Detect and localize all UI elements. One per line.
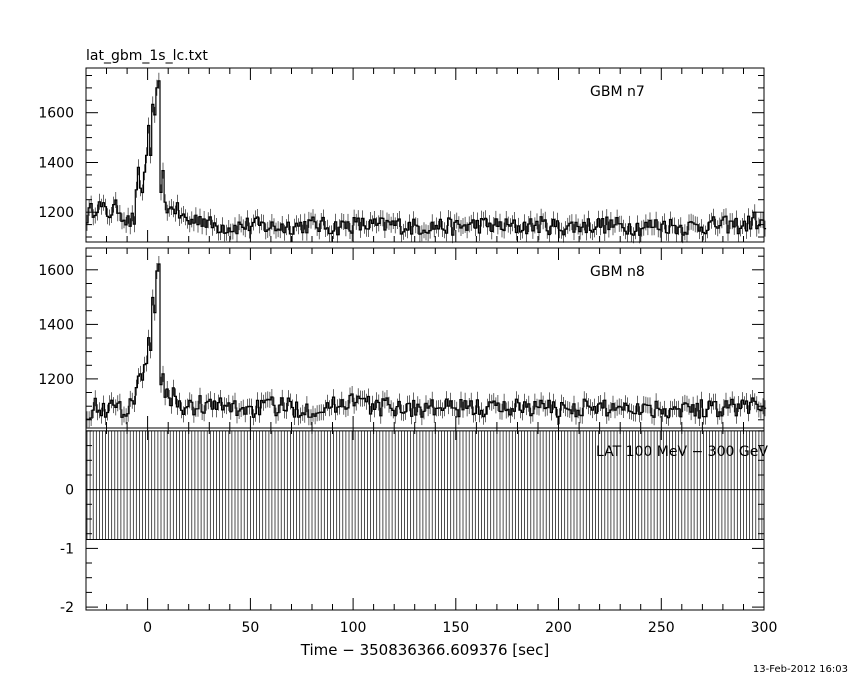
x-axis-label: Time − 350836366.609376 [sec]: [300, 641, 550, 659]
y-tick-label: -2: [60, 600, 74, 616]
y-tick-label: 1400: [38, 317, 74, 333]
x-tick-label: 250: [648, 620, 675, 636]
panel-label: GBM n7: [590, 84, 645, 100]
timestamp: 13-Feb-2012 16:03: [753, 664, 848, 675]
panel-gbm-n7: 1200 1400 1600 GBM n7: [38, 67, 767, 244]
y-tick-label: 1600: [38, 263, 74, 279]
panel-label: GBM n8: [590, 264, 645, 280]
plot-title: lat_gbm_1s_lc.txt: [86, 48, 208, 64]
y-tick-label: 1400: [38, 155, 74, 171]
x-tick-label: 50: [241, 620, 259, 636]
x-tick-label: 150: [442, 620, 469, 636]
y-tick-label: 1200: [38, 205, 74, 221]
x-axis: 0 50 100 150 200 250 300: [143, 620, 777, 636]
x-tick-label: 300: [751, 620, 778, 636]
y-tick-label: 1600: [38, 106, 74, 122]
x-tick-label: 200: [545, 620, 572, 636]
y-tick-label: 0: [65, 483, 74, 499]
panel-frame: [85, 67, 765, 243]
x-tick-label: 100: [340, 620, 367, 636]
series-line: [86, 263, 767, 420]
panel-lat: -2 -1 0 LAT 100 MeV − 300 GeV: [60, 427, 768, 616]
y-tick-label: 1200: [38, 372, 74, 388]
x-tick-label: 0: [143, 620, 152, 636]
panel-gbm-n8: 1200 1400 1600 GBM n8: [38, 247, 767, 429]
series-line: [86, 80, 767, 236]
y-tick-label: -1: [60, 541, 74, 557]
panel-label: LAT 100 MeV − 300 GeV: [596, 444, 768, 460]
